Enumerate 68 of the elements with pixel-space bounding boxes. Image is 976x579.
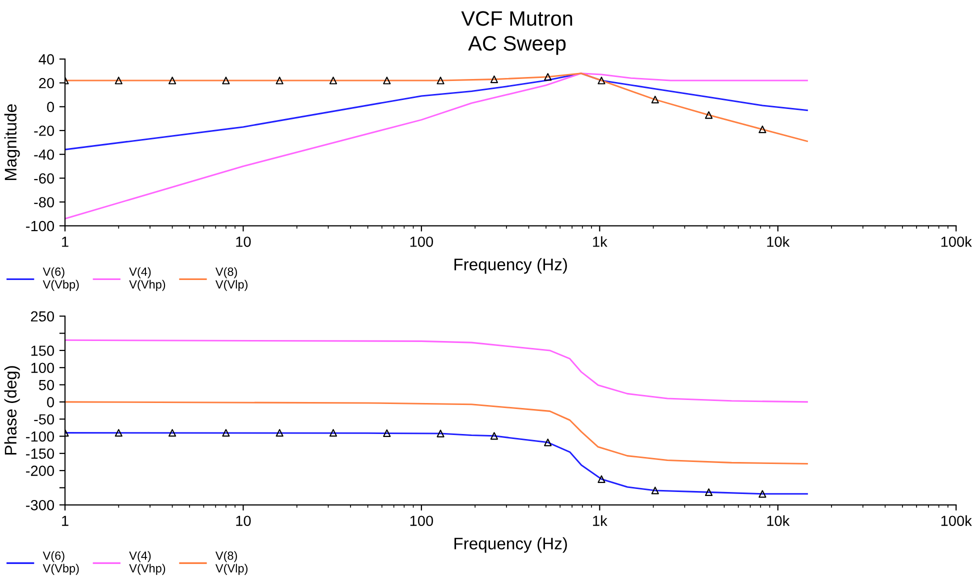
y-tick-label: -50: [34, 414, 54, 425]
point: [383, 429, 391, 437]
point: [114, 429, 122, 437]
x-tick-label: 10k: [767, 515, 790, 526]
x-tick-label: 100: [410, 516, 434, 526]
point: [758, 126, 766, 134]
x-tick-label: 100k: [941, 236, 972, 247]
point: [490, 75, 498, 84]
point: [276, 429, 284, 437]
x-tick-label: 1: [62, 516, 68, 526]
point: [651, 486, 659, 494]
y-tick-label: -80: [34, 197, 54, 208]
point: [544, 438, 552, 446]
x-tick-label: 10: [236, 236, 251, 247]
point: [168, 429, 176, 437]
x-axis-title: Frequency (Hz): [454, 537, 567, 553]
y-tick-label: 250: [30, 311, 54, 322]
point: [436, 76, 444, 84]
point: [114, 76, 122, 84]
point: [758, 490, 766, 498]
point: [490, 432, 498, 440]
x-axis-title: Frequency (Hz): [454, 258, 567, 274]
chart-title: VCF Mutron: [461, 11, 572, 26]
legend-label: V(8) V(Vlp): [215, 551, 248, 575]
point: [222, 429, 230, 437]
point: [276, 76, 284, 84]
x-tick-label: 10: [236, 516, 251, 526]
point: [598, 76, 606, 84]
y-tick-label: 40: [38, 54, 54, 64]
y-tick-label: -100: [26, 431, 54, 442]
x-tick-label: 1k: [593, 515, 608, 526]
x-tick-label: 1k: [593, 236, 608, 247]
point: [329, 429, 338, 437]
legend-label: V(4) V(Vhp): [129, 551, 166, 575]
legend-label: V(4) V(Vhp): [129, 267, 166, 291]
point: [383, 76, 391, 84]
y-tick-label: 0: [47, 397, 54, 408]
point: [168, 76, 176, 84]
y-tick-label: -100: [26, 220, 54, 232]
legend-label: V(6) V(Vbp): [42, 267, 79, 291]
x-tick-label: 10k: [767, 236, 790, 247]
y-tick-label: 50: [38, 380, 54, 390]
legend-label: V(8) V(Vlp): [215, 267, 248, 291]
x-tick-label: 1: [62, 236, 68, 247]
x-tick-label: 100k: [941, 515, 972, 526]
y-axis-title: Phase (deg): [4, 366, 20, 455]
y-tick-label: -60: [34, 173, 54, 184]
y-tick-label: 150: [31, 346, 54, 356]
y-tick-label: 0: [47, 102, 54, 112]
y-tick-label: -150: [26, 448, 54, 459]
y-axis-title: Magnitude: [4, 104, 20, 180]
y-tick-label: -200: [26, 466, 54, 476]
y-tick-label: -20: [34, 126, 54, 136]
legend-label: V(6) V(Vbp): [42, 551, 79, 575]
point: [436, 430, 444, 438]
point: [651, 96, 659, 104]
chart-subtitle: AC Sweep: [468, 36, 566, 55]
y-tick-label: 100: [31, 362, 54, 374]
point: [222, 76, 230, 84]
point: [329, 76, 338, 84]
point: [598, 475, 606, 483]
point: [704, 488, 713, 496]
y-tick-label: -300: [26, 500, 54, 510]
y-tick-label: -40: [34, 149, 54, 160]
point: [704, 111, 713, 119]
y-tick-label: 20: [39, 78, 54, 88]
x-tick-label: 100: [410, 236, 434, 247]
point: [544, 73, 552, 81]
